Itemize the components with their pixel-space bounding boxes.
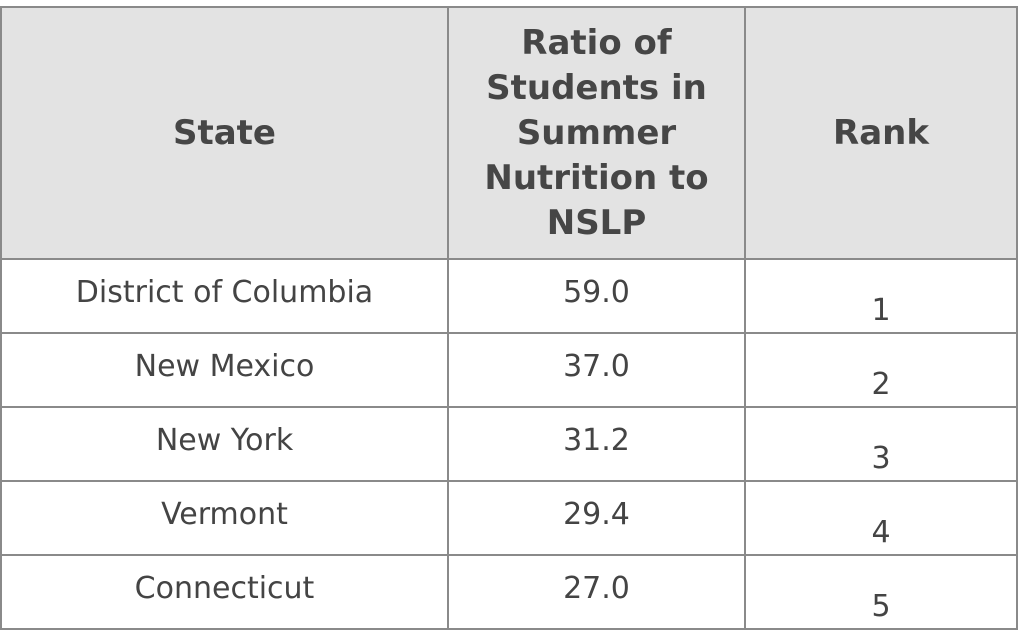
table-row: New York 31.2 3 — [0, 406, 1018, 482]
table-body: District of Columbia 59.0 1 New Mexico 3… — [0, 258, 1018, 630]
rank-cell: 4 — [744, 480, 1018, 556]
state-cell: New Mexico — [0, 332, 449, 408]
ratio-cell: 59.0 — [447, 258, 746, 334]
ranking-table-container: State Ratio of Students in Summer Nutrit… — [0, 6, 1018, 630]
column-header-rank: Rank — [744, 6, 1018, 260]
ratio-cell: 31.2 — [447, 406, 746, 482]
column-header-state: State — [0, 6, 449, 260]
state-cell: District of Columbia — [0, 258, 449, 334]
table-row: District of Columbia 59.0 1 — [0, 258, 1018, 334]
table-row: Vermont 29.4 4 — [0, 480, 1018, 556]
column-header-ratio: Ratio of Students in Summer Nutrition to… — [447, 6, 746, 260]
rank-cell: 1 — [744, 258, 1018, 334]
column-header-rank-label: Rank — [833, 112, 929, 153]
table-row: Connecticut 27.0 5 — [0, 554, 1018, 630]
ratio-cell: 37.0 — [447, 332, 746, 408]
rank-cell: 3 — [744, 406, 1018, 482]
state-cell: Connecticut — [0, 554, 449, 630]
state-cell: New York — [0, 406, 449, 482]
ranking-table: State Ratio of Students in Summer Nutrit… — [0, 6, 1018, 630]
table-header: State Ratio of Students in Summer Nutrit… — [0, 6, 1018, 260]
header-row: State Ratio of Students in Summer Nutrit… — [0, 6, 1018, 260]
ratio-cell: 29.4 — [447, 480, 746, 556]
rank-cell: 5 — [744, 554, 1018, 630]
table-row: New Mexico 37.0 2 — [0, 332, 1018, 408]
column-header-ratio-label: Ratio of Students in Summer Nutrition to… — [484, 22, 709, 243]
column-header-state-label: State — [173, 112, 276, 153]
ratio-cell: 27.0 — [447, 554, 746, 630]
rank-cell: 2 — [744, 332, 1018, 408]
state-cell: Vermont — [0, 480, 449, 556]
